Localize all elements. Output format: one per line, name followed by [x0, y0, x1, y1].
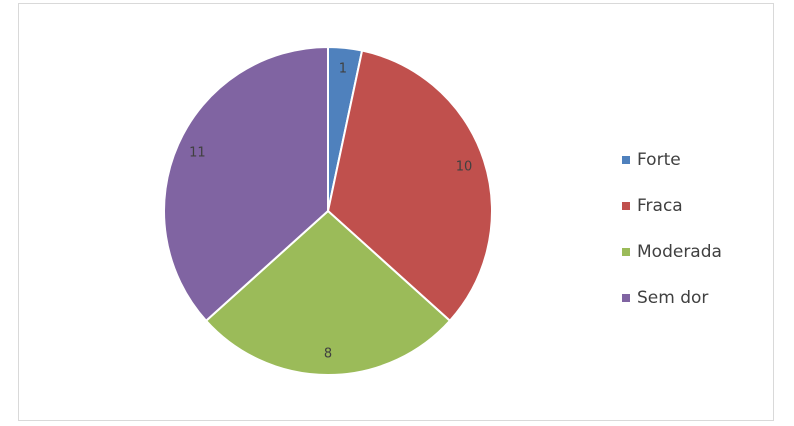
data-label: 10 — [456, 159, 473, 174]
legend-marker — [622, 156, 630, 164]
legend-marker — [622, 202, 630, 210]
legend-label: Moderada — [637, 242, 722, 262]
legend-label: Fraca — [637, 196, 683, 216]
data-label: 1 — [339, 61, 347, 76]
legend-marker — [622, 294, 630, 302]
pie-slice — [326, 49, 493, 323]
data-label: 11 — [189, 145, 206, 160]
pie-slice — [163, 45, 329, 323]
legend-label: Sem dor — [637, 288, 708, 308]
data-label: 8 — [324, 347, 332, 362]
legend-marker — [622, 248, 630, 256]
pie-slice — [204, 209, 452, 376]
legend-label: Forte — [637, 150, 681, 170]
